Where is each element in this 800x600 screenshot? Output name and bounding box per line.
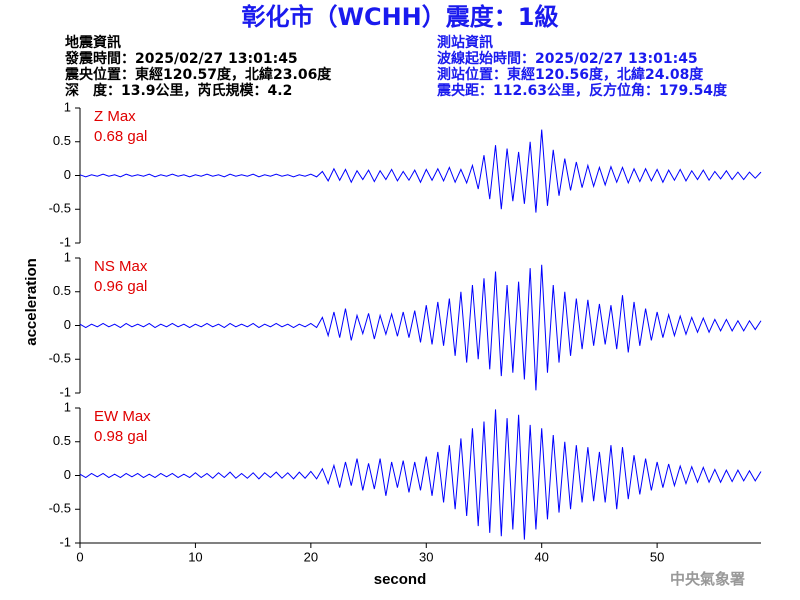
- y-tick-label: 0: [64, 317, 71, 332]
- max-label: 0.98 gal: [94, 428, 147, 445]
- y-tick-label: -0.5: [49, 501, 71, 516]
- y-tick-label: -1: [59, 234, 71, 249]
- y-tick-label: 1: [64, 99, 71, 114]
- x-tick-label: 40: [534, 549, 548, 564]
- component-label: EW Max: [94, 408, 151, 425]
- x-tick-label: 30: [419, 549, 433, 564]
- event-info: 地震資訊 發震時間：2025/02/27 13:01:45 震央位置：東經120…: [64, 34, 332, 99]
- info-line: 測站位置：東經120.56度，北緯24.08度: [437, 66, 704, 83]
- y-tick-label: 0.5: [53, 433, 71, 448]
- x-tick-label: 50: [650, 549, 664, 564]
- component-label: NS Max: [94, 258, 148, 275]
- y-tick-label: 0: [64, 167, 71, 182]
- info-line: 測站資訊: [437, 34, 493, 51]
- y-tick-label: -1: [59, 534, 71, 549]
- max-label: 0.68 gal: [94, 128, 147, 145]
- waveform: [79, 264, 762, 391]
- info-line: 深 度：13.9公里，芮氏規模：4.2: [65, 82, 292, 99]
- y-tick-label: -0.5: [49, 351, 71, 366]
- info-line: 震央距：112.63公里，反方位角：179.54度: [436, 82, 728, 99]
- y-tick-label: -0.5: [49, 201, 71, 216]
- waveform: [79, 409, 762, 540]
- y-axis-label: acceleration: [23, 258, 40, 346]
- x-tick-label: 10: [188, 549, 202, 564]
- y-tick-label: -1: [59, 384, 71, 399]
- footer-agency: 中央氣象署: [670, 570, 745, 588]
- x-axis-label: second: [374, 571, 427, 588]
- info-line: 波線起始時間：2025/02/27 13:01:45: [437, 50, 698, 67]
- y-tick-label: 0.5: [53, 133, 71, 148]
- y-tick-label: 0.5: [53, 283, 71, 298]
- component-label: Z Max: [94, 108, 136, 125]
- x-tick-label: 20: [304, 549, 318, 564]
- max-label: 0.96 gal: [94, 278, 147, 295]
- y-tick-label: 1: [64, 249, 71, 264]
- y-tick-label: 0: [64, 467, 71, 482]
- x-tick-label: 0: [76, 549, 83, 564]
- chart-title: 彰化市（WCHH）震度：1級: [242, 3, 559, 31]
- info-line: 地震資訊: [65, 34, 121, 51]
- waveform: [79, 129, 762, 213]
- info-line: 發震時間：2025/02/27 13:01:45: [64, 50, 298, 67]
- station-info: 測站資訊 波線起始時間：2025/02/27 13:01:45 測站位置：東經1…: [436, 34, 728, 99]
- y-tick-label: 1: [64, 399, 71, 414]
- info-line: 震央位置：東經120.57度，北緯23.06度: [64, 66, 332, 83]
